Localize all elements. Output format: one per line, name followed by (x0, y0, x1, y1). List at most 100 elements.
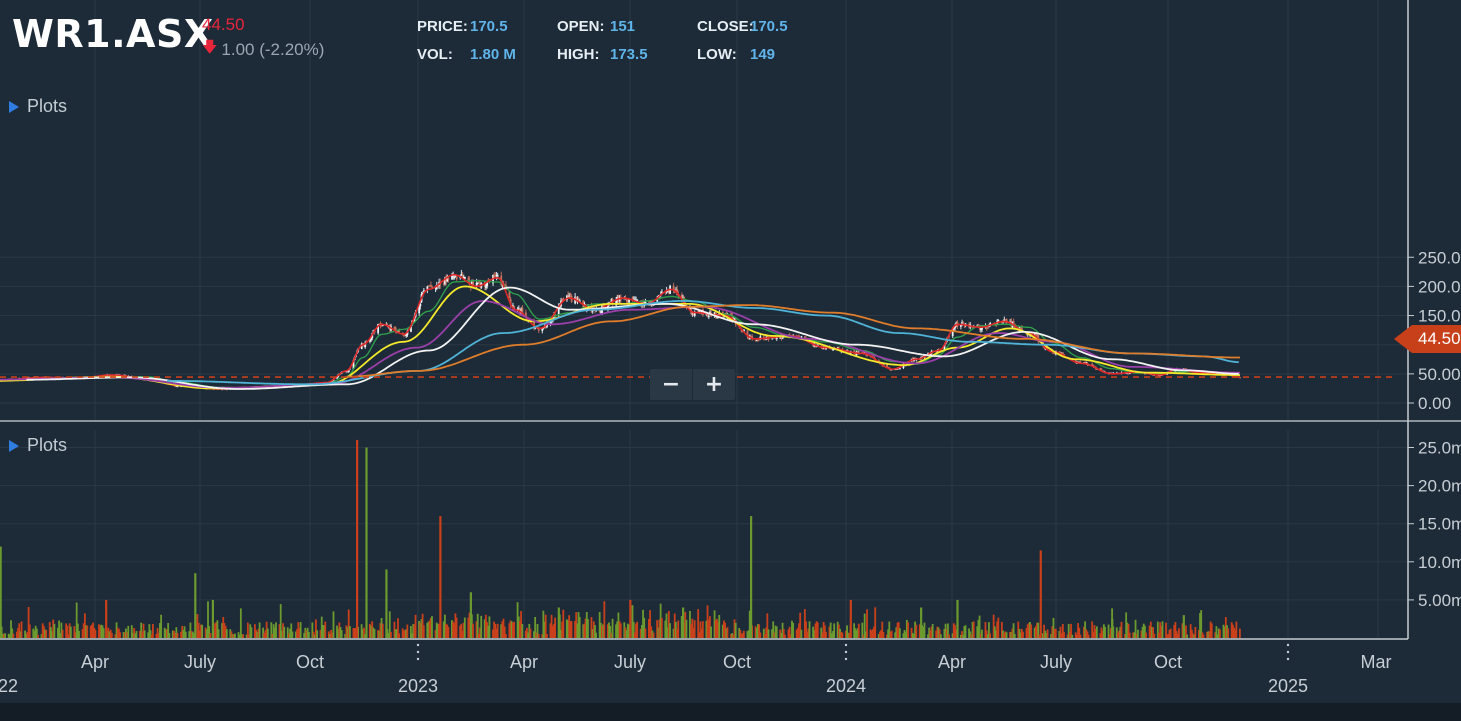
volume-bar (58, 620, 60, 638)
volume-bar (1118, 630, 1121, 638)
volume-bar (4, 633, 7, 638)
candle-body (428, 285, 431, 287)
volume-bar (887, 629, 890, 638)
volume-bar (609, 626, 612, 638)
volume-bar (972, 621, 975, 638)
plots-toggle-volume[interactable]: Plots (9, 435, 67, 456)
volume-bar (68, 623, 71, 638)
volume-bar (626, 623, 629, 638)
volume-bar (742, 630, 745, 638)
candle-body (666, 290, 669, 293)
volume-spike-bar (682, 607, 685, 638)
volume-bar (603, 601, 606, 638)
volume-bar (94, 629, 97, 638)
volume-bar (829, 622, 832, 638)
y-tick-label: 0.00 (1418, 394, 1451, 413)
volume-bar (222, 616, 225, 638)
volume-bar (1126, 622, 1129, 638)
volume-bar (551, 625, 554, 638)
volume-bar (18, 623, 21, 638)
volume-bar (1206, 631, 1208, 638)
volume-bar (1120, 621, 1123, 638)
x-tick-label: Apr (510, 652, 538, 672)
volume-bar (914, 621, 916, 638)
candle-body (352, 359, 355, 370)
volume-bar (486, 622, 488, 638)
volume-bar (677, 620, 680, 638)
volume-bar (822, 621, 825, 638)
volume-bar (363, 627, 365, 638)
volume-bar (122, 631, 125, 638)
ohlc-low-value: 149 (750, 46, 776, 63)
volume-bar (939, 634, 942, 638)
volume-bar (431, 616, 433, 638)
volume-bar (886, 634, 888, 638)
expand-triangle-icon (9, 439, 19, 452)
candle-body (561, 299, 564, 301)
x-tick-label: Apr (81, 652, 109, 672)
volume-bar (705, 620, 708, 638)
volume-bar (789, 634, 792, 638)
volume-bar (1234, 629, 1237, 638)
ohlc-high: HIGH: 173.5 (557, 46, 648, 63)
candle-body (363, 344, 365, 347)
volume-tick-label: 10.0m (1418, 553, 1461, 572)
year-marker-dot (1286, 650, 1290, 654)
volume-bar (163, 627, 166, 638)
volume-bar (567, 620, 569, 638)
volume-bar (1019, 632, 1022, 638)
candle-body (977, 324, 980, 326)
candle-body (886, 364, 888, 368)
volume-bar (855, 630, 858, 638)
volume-bar (15, 631, 18, 638)
candle-body (626, 301, 629, 303)
plots-toggle-price[interactable]: Plots (9, 96, 67, 117)
volume-bar (420, 619, 423, 638)
volume-bar (438, 623, 440, 638)
volume-bar (184, 631, 187, 638)
candle-body (516, 308, 519, 310)
volume-spike-bar (920, 607, 923, 638)
volume-bar (863, 613, 866, 638)
volume-bar (582, 624, 585, 638)
volume-bar (1160, 626, 1163, 638)
volume-bar (183, 626, 186, 638)
volume-bar (61, 629, 64, 638)
volume-bar (658, 619, 661, 638)
volume-bar (595, 632, 598, 638)
volume-bar (143, 630, 146, 638)
volume-bar (757, 623, 759, 638)
volume-bar (19, 631, 22, 638)
volume-bar (1104, 626, 1106, 638)
volume-bar (1125, 612, 1128, 638)
volume-bar (3, 633, 5, 638)
volume-bar (406, 624, 409, 638)
candle-body (485, 285, 487, 288)
candle-body (853, 350, 856, 354)
volume-bar (151, 624, 154, 638)
volume-bar (78, 630, 80, 638)
volume-bar (779, 629, 782, 638)
volume-bar (754, 626, 757, 638)
volume-bar (337, 628, 340, 638)
volume-bar (461, 630, 464, 638)
volume-bar (320, 616, 323, 638)
candle-body (346, 371, 349, 373)
volume-bar (388, 611, 391, 638)
volume-bar (27, 606, 30, 638)
candle-body (1060, 352, 1063, 354)
volume-bar (142, 623, 145, 638)
volume-bar (510, 621, 513, 638)
volume-bar (1061, 623, 1064, 638)
volume-bar (476, 613, 479, 638)
volume-bar (911, 632, 914, 638)
zoom-out-button[interactable]: − (650, 369, 692, 400)
volume-bar (913, 634, 915, 638)
bottom-strip (0, 703, 1461, 721)
zoom-in-button[interactable]: + (693, 369, 735, 400)
volume-bar (643, 617, 646, 638)
candle-body (345, 371, 348, 373)
volume-bar (492, 629, 494, 638)
volume-bar (985, 630, 988, 638)
